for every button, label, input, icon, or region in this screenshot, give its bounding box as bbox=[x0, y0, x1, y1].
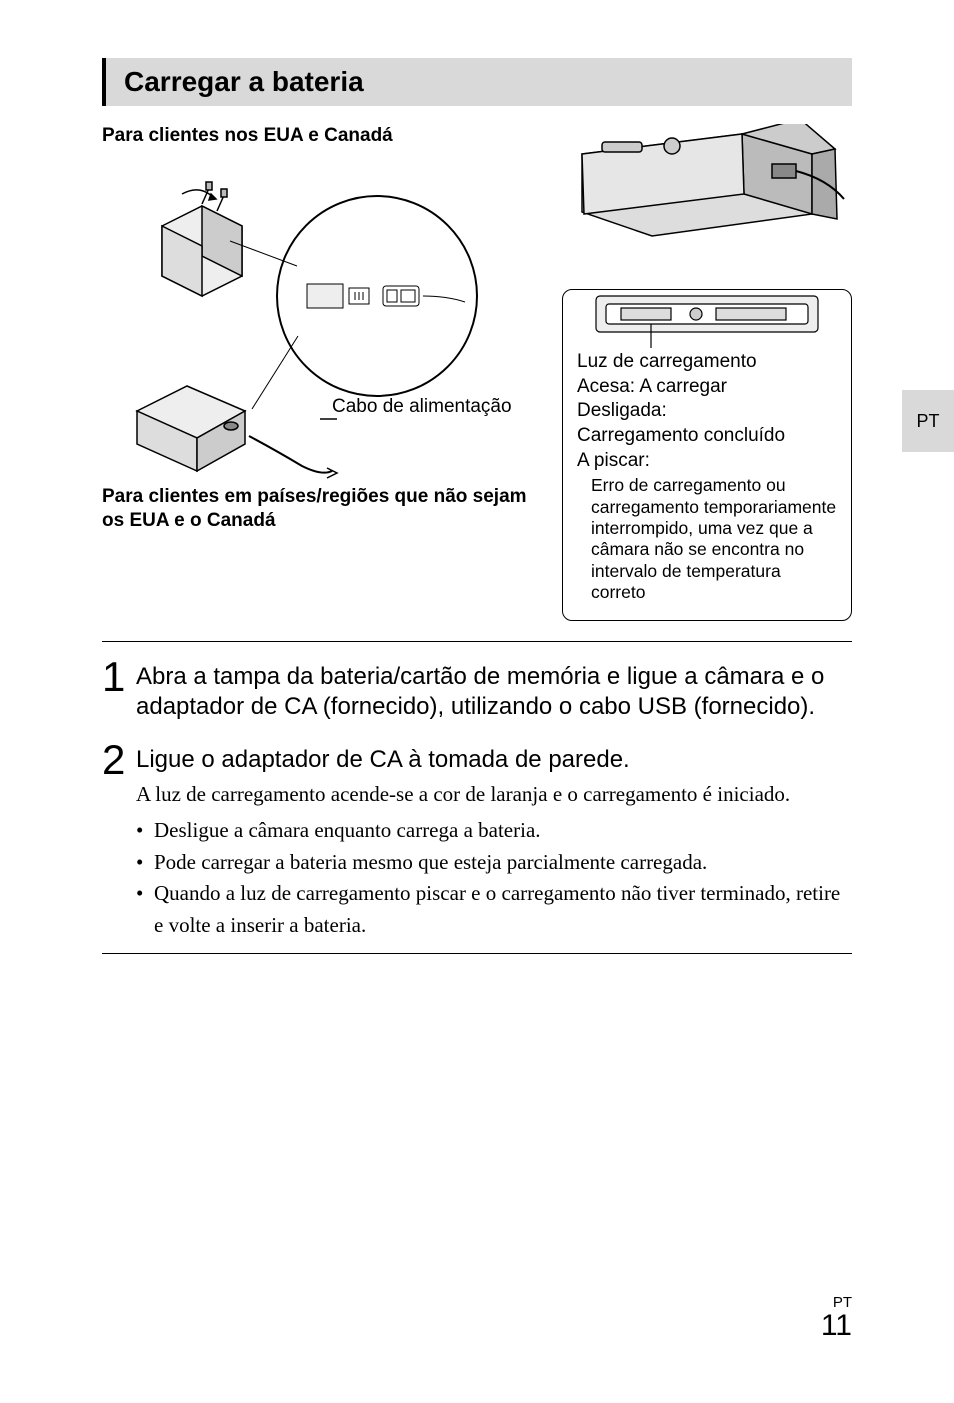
subheading-other-regions: Para clientes em países/regiões que não … bbox=[102, 485, 542, 534]
step-1: 1 Abra a tampa da bateria/cartão de memó… bbox=[102, 656, 852, 723]
adapter-illustration-svg bbox=[102, 161, 542, 481]
right-column: Luz de carregamento Acesa: A carregar De… bbox=[562, 124, 852, 621]
camera-illustration-svg bbox=[562, 124, 852, 279]
light-blink-label: A piscar: bbox=[577, 449, 837, 474]
steps-list: 1 Abra a tampa da bateria/cartão de memó… bbox=[102, 641, 852, 955]
step-description: A luz de carregamento acende-se a cor de… bbox=[136, 780, 852, 809]
left-column: Para clientes nos EUA e Canadá bbox=[102, 124, 542, 621]
step-body: Abra a tampa da bateria/cartão de memóri… bbox=[136, 656, 852, 723]
step-body: Ligue o adaptador de CA à tomada de pare… bbox=[136, 739, 852, 941]
step-number: 2 bbox=[102, 739, 136, 781]
step-bullets: Desligue a câmara enquanto carrega a bat… bbox=[136, 815, 852, 941]
step-text: Abra a tampa da bateria/cartão de memóri… bbox=[136, 662, 852, 723]
figure-area: Para clientes nos EUA e Canadá bbox=[102, 124, 852, 621]
section-title: Carregar a bateria bbox=[124, 66, 834, 98]
page-number-block: PT 11 bbox=[821, 1294, 852, 1341]
cable-label: Cabo de alimentação bbox=[332, 396, 512, 419]
light-off-label: Desligada: bbox=[577, 399, 837, 424]
light-off-text: Carregamento concluído bbox=[577, 424, 837, 449]
camera-bottom-illustration-svg bbox=[563, 290, 851, 350]
bullet-item: Pode carregar a bateria mesmo que esteja… bbox=[136, 847, 852, 879]
subheading-us-canada: Para clientes nos EUA e Canadá bbox=[102, 124, 542, 149]
charging-light-panel: Luz de carregamento Acesa: A carregar De… bbox=[562, 289, 852, 621]
light-blink-text: Erro de carregamento ou carregamento tem… bbox=[591, 475, 837, 603]
section-header: Carregar a bateria bbox=[102, 58, 852, 106]
step-text: Ligue o adaptador de CA à tomada de pare… bbox=[136, 745, 852, 776]
step-number: 1 bbox=[102, 656, 136, 698]
step-2: 2 Ligue o adaptador de CA à tomada de pa… bbox=[102, 739, 852, 941]
page-number: 11 bbox=[821, 1311, 852, 1341]
language-tab: PT bbox=[902, 390, 954, 452]
bullet-item: Desligue a câmara enquanto carrega a bat… bbox=[136, 815, 852, 847]
adapter-diagram: Cabo de alimentação bbox=[102, 161, 542, 481]
bullet-item: Quando a luz de carregamento piscar e o … bbox=[136, 878, 852, 941]
light-title: Luz de carregamento bbox=[577, 350, 837, 375]
light-on: Acesa: A carregar bbox=[577, 375, 837, 400]
camera-figure bbox=[562, 124, 852, 279]
